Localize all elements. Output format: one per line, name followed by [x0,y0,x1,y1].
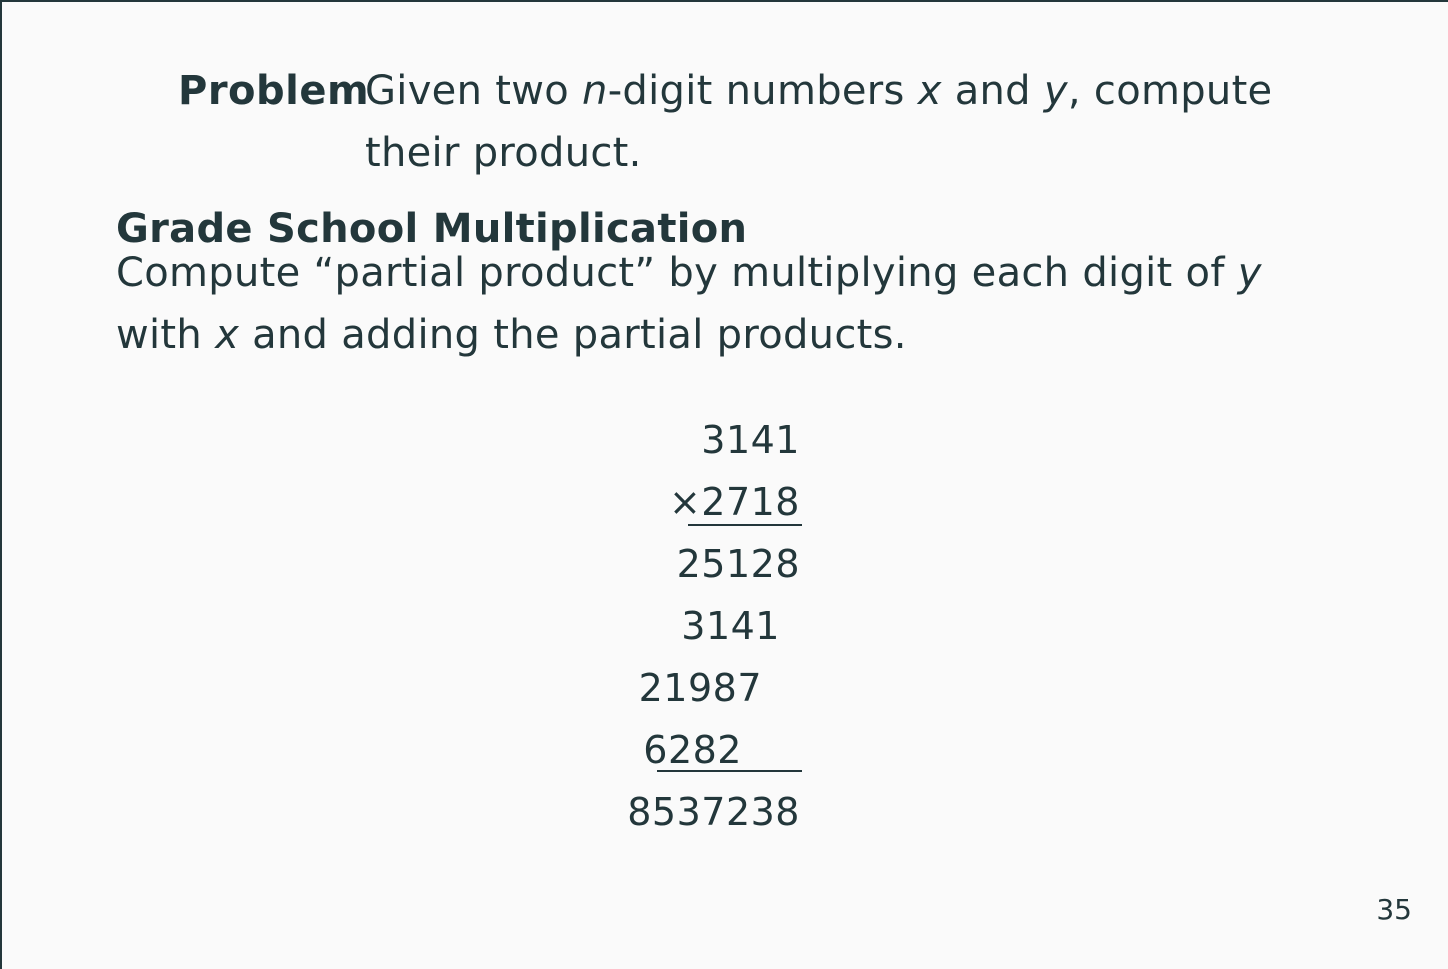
variable-n: n [582,68,608,114]
partial-product: 6282 [643,728,742,772]
problem-text-segment: Given two [365,68,583,114]
section-description: Compute “partial product” by multiplying… [116,242,1346,366]
multiplier-row: ×2718 [669,471,800,533]
partial-product: 25128 [676,542,800,586]
sum-rule [657,770,802,772]
problem-text-segment: and [941,68,1044,114]
variable-y: y [1237,250,1262,296]
multiplicand: 3141 [701,418,800,462]
description-text-segment: and adding the partial products. [239,312,907,358]
problem-statement: Given two n-digit numbers x and y, compu… [365,60,1355,184]
final-product: 8537238 [627,790,800,834]
page-number: 35 [1376,893,1412,926]
times-operator: × [668,480,702,524]
partial-product: 3141 [681,604,780,648]
description-text-segment: Compute “partial product” by multiplying… [116,250,1238,296]
variable-x: x [917,68,942,114]
problem-text-segment: , compute their product. [365,68,1273,176]
product-rule [688,524,802,526]
multiplier: 2718 [701,480,800,524]
problem-text-segment: -digit numbers [607,68,918,114]
variable-x: x [215,312,240,358]
description-text-segment: with [116,312,216,358]
section-heading: Grade School Multiplication [116,206,748,252]
problem-label: Problem [178,68,370,114]
variable-y: y [1043,68,1068,114]
partial-product: 21987 [638,666,762,710]
